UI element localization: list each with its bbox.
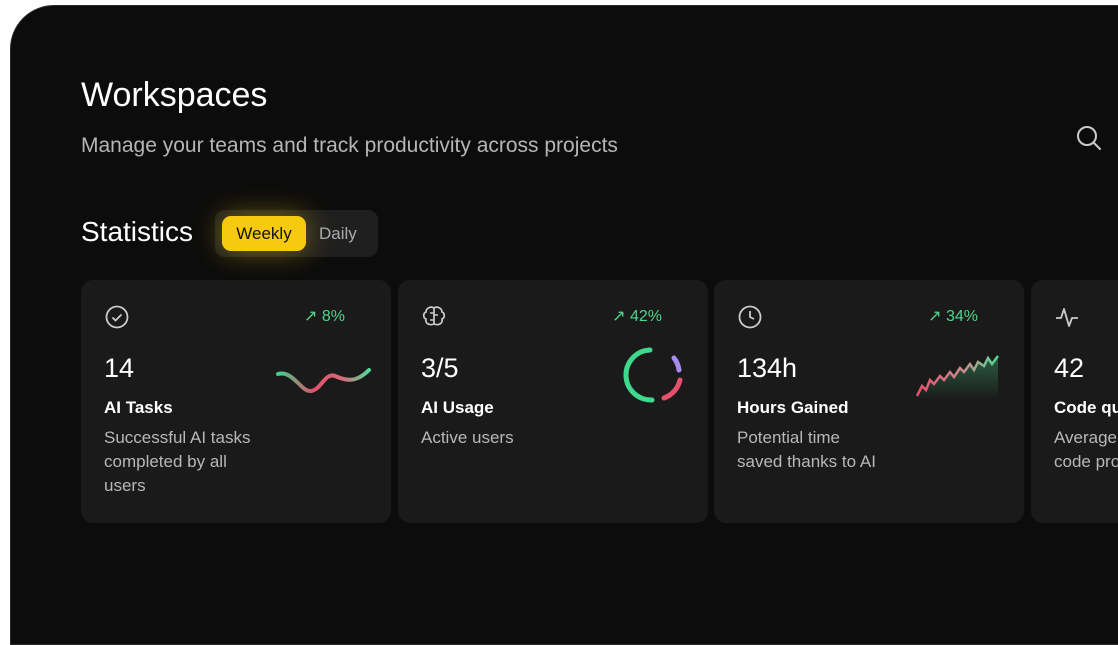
workspace-panel: Workspaces Manage your teams and track p… [10, 5, 1118, 645]
change: ↗ 42% [612, 306, 662, 326]
page: {"header":{"title":"Workspaces","subtitl… [10, 5, 1118, 645]
change-value: 34% [945, 308, 978, 325]
stat-description: Potential time saved thanks to AI [737, 428, 876, 471]
stat-card[interactable]: 42 Code qu Average code pro [1031, 280, 1118, 523]
search-button[interactable] [1075, 124, 1103, 152]
stat-title: AI Tasks [104, 398, 173, 417]
stat-value: 42 [1054, 353, 1085, 383]
stat-card[interactable]: ↗ 42% 3/5 AI Usage Active users [398, 280, 708, 523]
section-title: Statistics [81, 216, 194, 247]
stat-value: 134h [737, 353, 798, 383]
stat-description: Successful AI tasks completed by all use… [104, 428, 251, 495]
donut [623, 347, 683, 403]
stat-value: 3/5 [421, 353, 459, 383]
sparkline [276, 368, 371, 393]
tab-daily[interactable]: Daily [319, 224, 357, 243]
arrow: ↗ [612, 308, 630, 325]
brain-icon [422, 306, 446, 326]
change: ↗ 34% [928, 306, 978, 326]
stat-value: 14 [104, 353, 135, 383]
arrow: ↗ [304, 308, 322, 325]
tab-weekly[interactable]: Weekly [222, 216, 306, 251]
stat-card[interactable]: ↗ 34% 134h Hours Gained Potential time s… [714, 280, 1024, 523]
stat-title: AI Usage [421, 398, 494, 417]
stat-description: Active users [421, 428, 514, 447]
stat-description: Average code pro [1054, 428, 1118, 471]
stat-title: Hours Gained [737, 398, 849, 417]
arrow: ↗ [928, 308, 946, 325]
change-value: 8% [321, 308, 345, 325]
check-icon [105, 305, 129, 329]
page-title: Workspaces [81, 76, 268, 114]
period-toggle: Weekly Daily [215, 210, 378, 257]
stat-card[interactable]: ↗ 8% 14 AI Tasks Successful AI tasks com… [81, 280, 391, 523]
change: ↗ 8% [304, 306, 345, 326]
clock-icon [738, 305, 762, 329]
pulse-icon [1056, 308, 1078, 327]
page-subtitle: Manage your teams and track productivity… [81, 134, 618, 157]
stat-title: Code qu [1054, 398, 1118, 417]
sparkline [915, 355, 999, 400]
change-value: 42% [629, 308, 662, 325]
